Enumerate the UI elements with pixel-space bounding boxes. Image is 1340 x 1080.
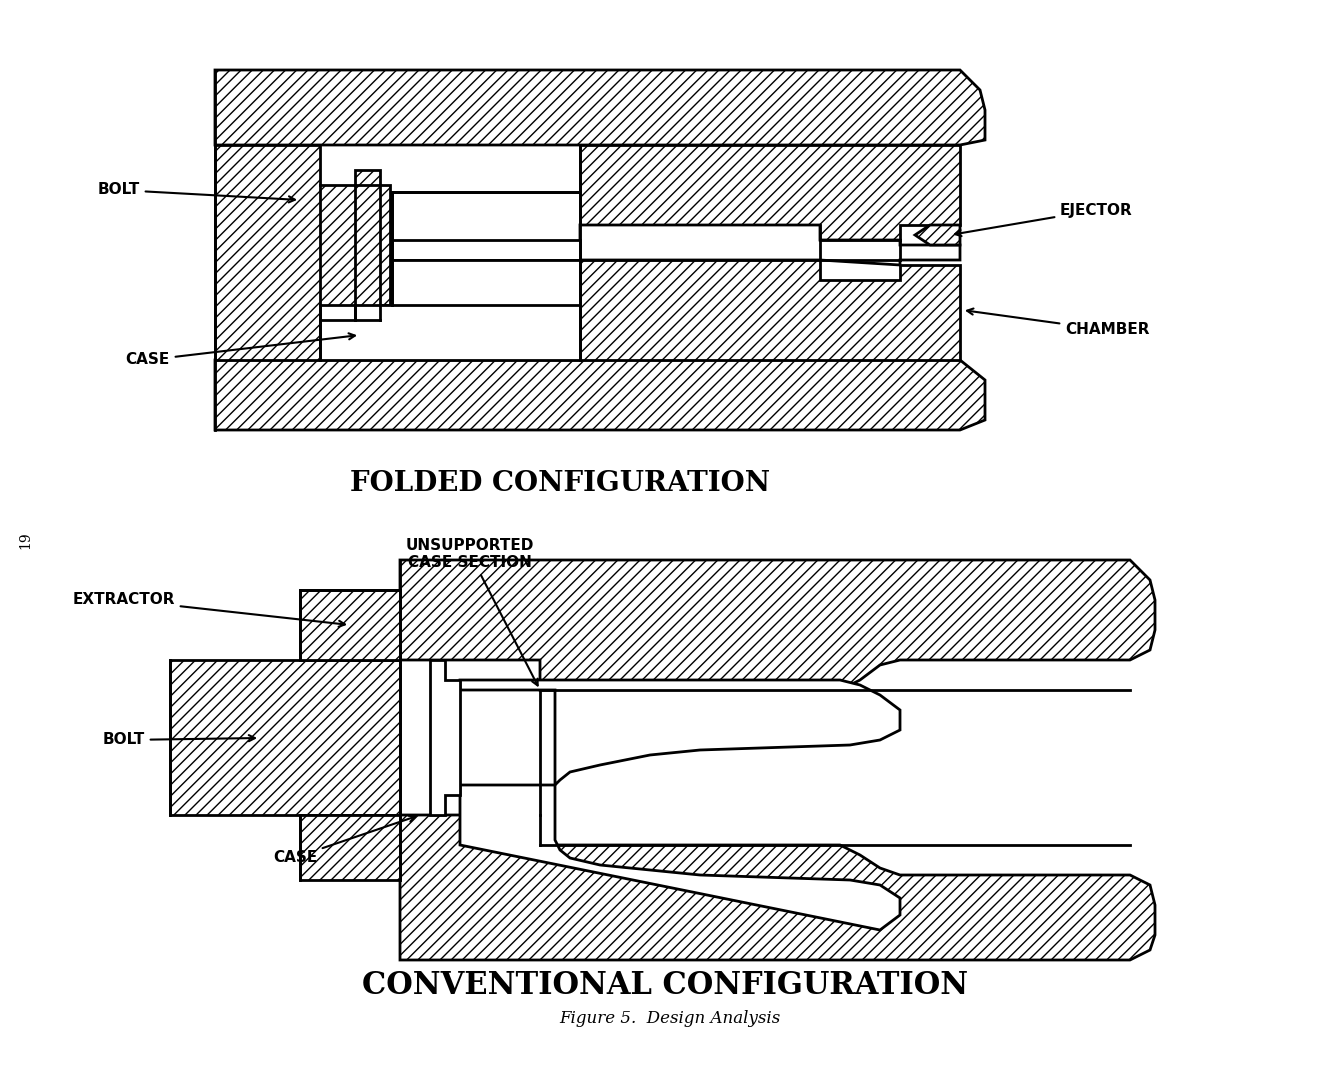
- Polygon shape: [214, 70, 985, 145]
- Text: 19: 19: [17, 531, 32, 549]
- Polygon shape: [460, 680, 900, 785]
- Polygon shape: [915, 225, 959, 245]
- Polygon shape: [401, 561, 1155, 690]
- Polygon shape: [393, 192, 580, 305]
- Polygon shape: [580, 260, 959, 360]
- Polygon shape: [393, 240, 580, 260]
- Text: EXTRACTOR: EXTRACTOR: [72, 593, 344, 626]
- Text: BOLT: BOLT: [103, 732, 255, 747]
- Polygon shape: [300, 815, 401, 880]
- Polygon shape: [300, 590, 401, 660]
- Text: UNSUPPORTED
CASE SECTION: UNSUPPORTED CASE SECTION: [406, 538, 537, 686]
- Text: Figure 5.  Design Analysis: Figure 5. Design Analysis: [559, 1010, 781, 1027]
- Text: CASE: CASE: [273, 815, 415, 865]
- Polygon shape: [214, 360, 985, 430]
- Polygon shape: [580, 225, 959, 265]
- Polygon shape: [580, 145, 959, 240]
- Text: EJECTOR: EJECTOR: [955, 203, 1132, 237]
- Polygon shape: [170, 660, 401, 815]
- Polygon shape: [430, 660, 460, 815]
- Polygon shape: [401, 815, 1155, 960]
- Polygon shape: [460, 785, 900, 930]
- Polygon shape: [320, 260, 580, 360]
- Text: FOLDED CONFIGURATION: FOLDED CONFIGURATION: [350, 470, 770, 497]
- Polygon shape: [214, 145, 390, 360]
- Text: CHAMBER: CHAMBER: [967, 309, 1150, 337]
- Text: CASE: CASE: [126, 334, 355, 367]
- Text: CONVENTIONAL CONFIGURATION: CONVENTIONAL CONFIGURATION: [362, 970, 967, 1001]
- Text: BOLT: BOLT: [98, 183, 295, 202]
